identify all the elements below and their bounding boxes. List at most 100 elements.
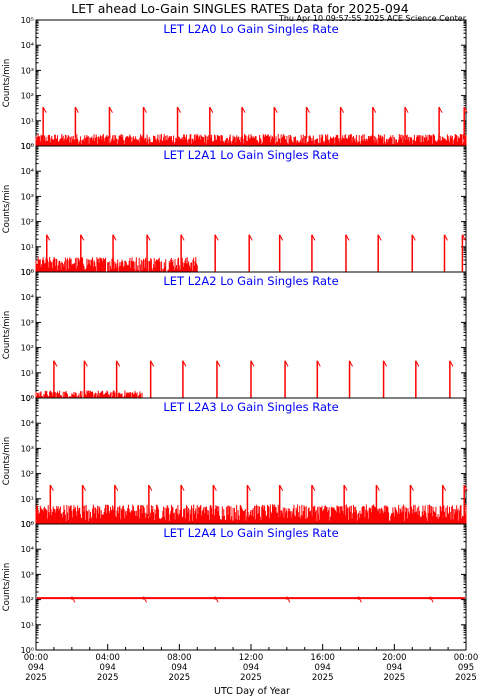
panel-title: LET L2A0 Lo Gain Singles Rate [163, 22, 338, 36]
spike-decay [216, 360, 221, 367]
y-tick-label: 10¹ [21, 621, 34, 630]
spike-decay [248, 234, 253, 241]
panel-frame [35, 19, 467, 147]
panel-frame [35, 145, 467, 273]
y-tick-label: 10³ [21, 570, 34, 579]
spike-decay [311, 484, 316, 491]
spike-decay [415, 360, 420, 367]
x-tick-label-doy: 094 [243, 663, 259, 673]
spike-decay [177, 106, 181, 113]
data-series [35, 360, 454, 398]
y-tick-label: 10¹ [21, 243, 34, 252]
x-tick-label-doy: 095 [458, 663, 474, 673]
panel-frame [35, 397, 467, 525]
x-tick-label-time: 12:00 [239, 653, 264, 663]
spike-decay [71, 596, 76, 603]
generation-timestamp: Thu Apr 10 09:57:55 2025 ACE Science Cen… [278, 14, 467, 23]
y-tick-label: 10⁰ [21, 142, 34, 151]
spike-decay [410, 484, 414, 491]
panel-2: 10⁰ 10¹ 10² 10³ 10⁴ 10⁵ Counts/min LET L2A2 Lo … [2, 268, 467, 403]
spike-decay [46, 234, 51, 241]
spike-decay [146, 234, 151, 241]
spike-decay [180, 484, 185, 491]
y-tick-label: 10⁰ [21, 394, 34, 403]
y-axis-label: Counts/min [2, 437, 12, 486]
y-tick-label: 10³ [21, 444, 34, 453]
spike-decay [212, 484, 217, 491]
spike-decay [246, 484, 251, 491]
panel-4: 10⁰ 10¹ 10² 10³ 10⁴ 10⁵ Counts/min LET L2A4 Lo … [2, 520, 467, 655]
spike-decay [182, 360, 187, 367]
spike-decay [241, 106, 246, 113]
panel-0: 10⁰ 10¹ 10² 10³ 10⁴ 10⁵ Counts/min LET L2A0 Lo … [2, 16, 468, 151]
spike-decay [116, 360, 121, 367]
y-tick-label: 10⁴ [21, 293, 34, 302]
spike-decay [214, 234, 219, 241]
x-tick-label-time: 16:00 [310, 653, 335, 663]
spike-decay [444, 234, 448, 241]
x-tick-label-time: 08:00 [167, 653, 192, 663]
y-tick-label: 10⁰ [21, 646, 34, 655]
spike-decay [143, 596, 147, 603]
y-tick-label: 10⁵ [21, 394, 34, 403]
y-tick-label: 10⁵ [21, 16, 34, 25]
panel-3: 10⁰ 10¹ 10² 10³ 10⁴ 10⁵ Counts/min LET L2A3 Lo … [2, 394, 468, 529]
y-axis-label: Counts/min [2, 185, 12, 234]
spike-decay [340, 106, 345, 113]
x-axis-label: UTC Day of Year [214, 686, 290, 697]
panel-title: LET L2A3 Lo Gain Singles Rate [163, 400, 338, 414]
spike-decay [316, 360, 321, 367]
spike-decay [383, 360, 388, 367]
spike-decay [83, 360, 88, 367]
spike-decay [442, 484, 447, 491]
x-tick-label-year: 2025 [240, 673, 262, 683]
panel-title: LET L2A4 Lo Gain Singles Rate [163, 526, 338, 540]
data-series [37, 596, 465, 603]
y-tick-label: 10¹ [21, 495, 34, 504]
spike-decay [429, 596, 434, 603]
spike-decay [358, 596, 362, 603]
x-tick-label-year: 2025 [384, 673, 406, 683]
y-tick-label: 10⁰ [21, 520, 34, 529]
panels-group: 10⁰ 10¹ 10² 10³ 10⁴ 10⁵ Counts/min LET L2A0 Lo … [2, 16, 468, 655]
spike-decay [209, 106, 214, 113]
spike-decay [372, 106, 377, 113]
spike-decay [279, 234, 284, 241]
spike-decay [214, 596, 219, 603]
data-series [35, 106, 468, 146]
x-tick-label-year: 2025 [25, 673, 47, 683]
y-tick-label: 10⁰ [21, 268, 34, 277]
spike-decay [114, 484, 119, 491]
spike-decay [404, 106, 409, 113]
spike-decay [438, 106, 443, 113]
y-axis-label: Counts/min [2, 311, 12, 360]
y-tick-label: 10² [21, 344, 34, 353]
y-tick-label: 10² [21, 470, 34, 479]
x-tick-label-doy: 094 [100, 663, 116, 673]
x-tick-label-year: 2025 [312, 673, 334, 683]
y-tick-label: 10⁵ [21, 520, 34, 529]
spike-decay [143, 106, 147, 113]
spike-decay [311, 234, 316, 241]
x-tick-label-year: 2025 [169, 673, 191, 683]
x-tick-label-doy: 094 [386, 663, 402, 673]
x-tick-label-time: 20:00 [382, 653, 407, 663]
x-tick-label-year: 2025 [455, 673, 477, 683]
spike-decay [377, 234, 382, 241]
y-tick-label: 10⁴ [21, 419, 34, 428]
x-tick-label-time: 00:00 [24, 653, 49, 663]
spike-decay [49, 484, 54, 491]
spike-decay [109, 106, 113, 113]
y-tick-label: 10⁴ [21, 545, 34, 554]
spike-decay [82, 484, 87, 491]
y-tick-label: 10⁴ [21, 167, 34, 176]
panel-1: 10⁰ 10¹ 10² 10³ 10⁴ 10⁵ Counts/min LET L2A1 Lo … [2, 142, 467, 277]
y-tick-label: 10¹ [21, 117, 34, 126]
y-tick-label: 10² [21, 218, 34, 227]
spike-decay [349, 360, 353, 367]
spike-decay [80, 234, 85, 241]
spike-decay [273, 106, 278, 113]
spike-decay [284, 360, 289, 367]
spike-decay [250, 360, 255, 367]
